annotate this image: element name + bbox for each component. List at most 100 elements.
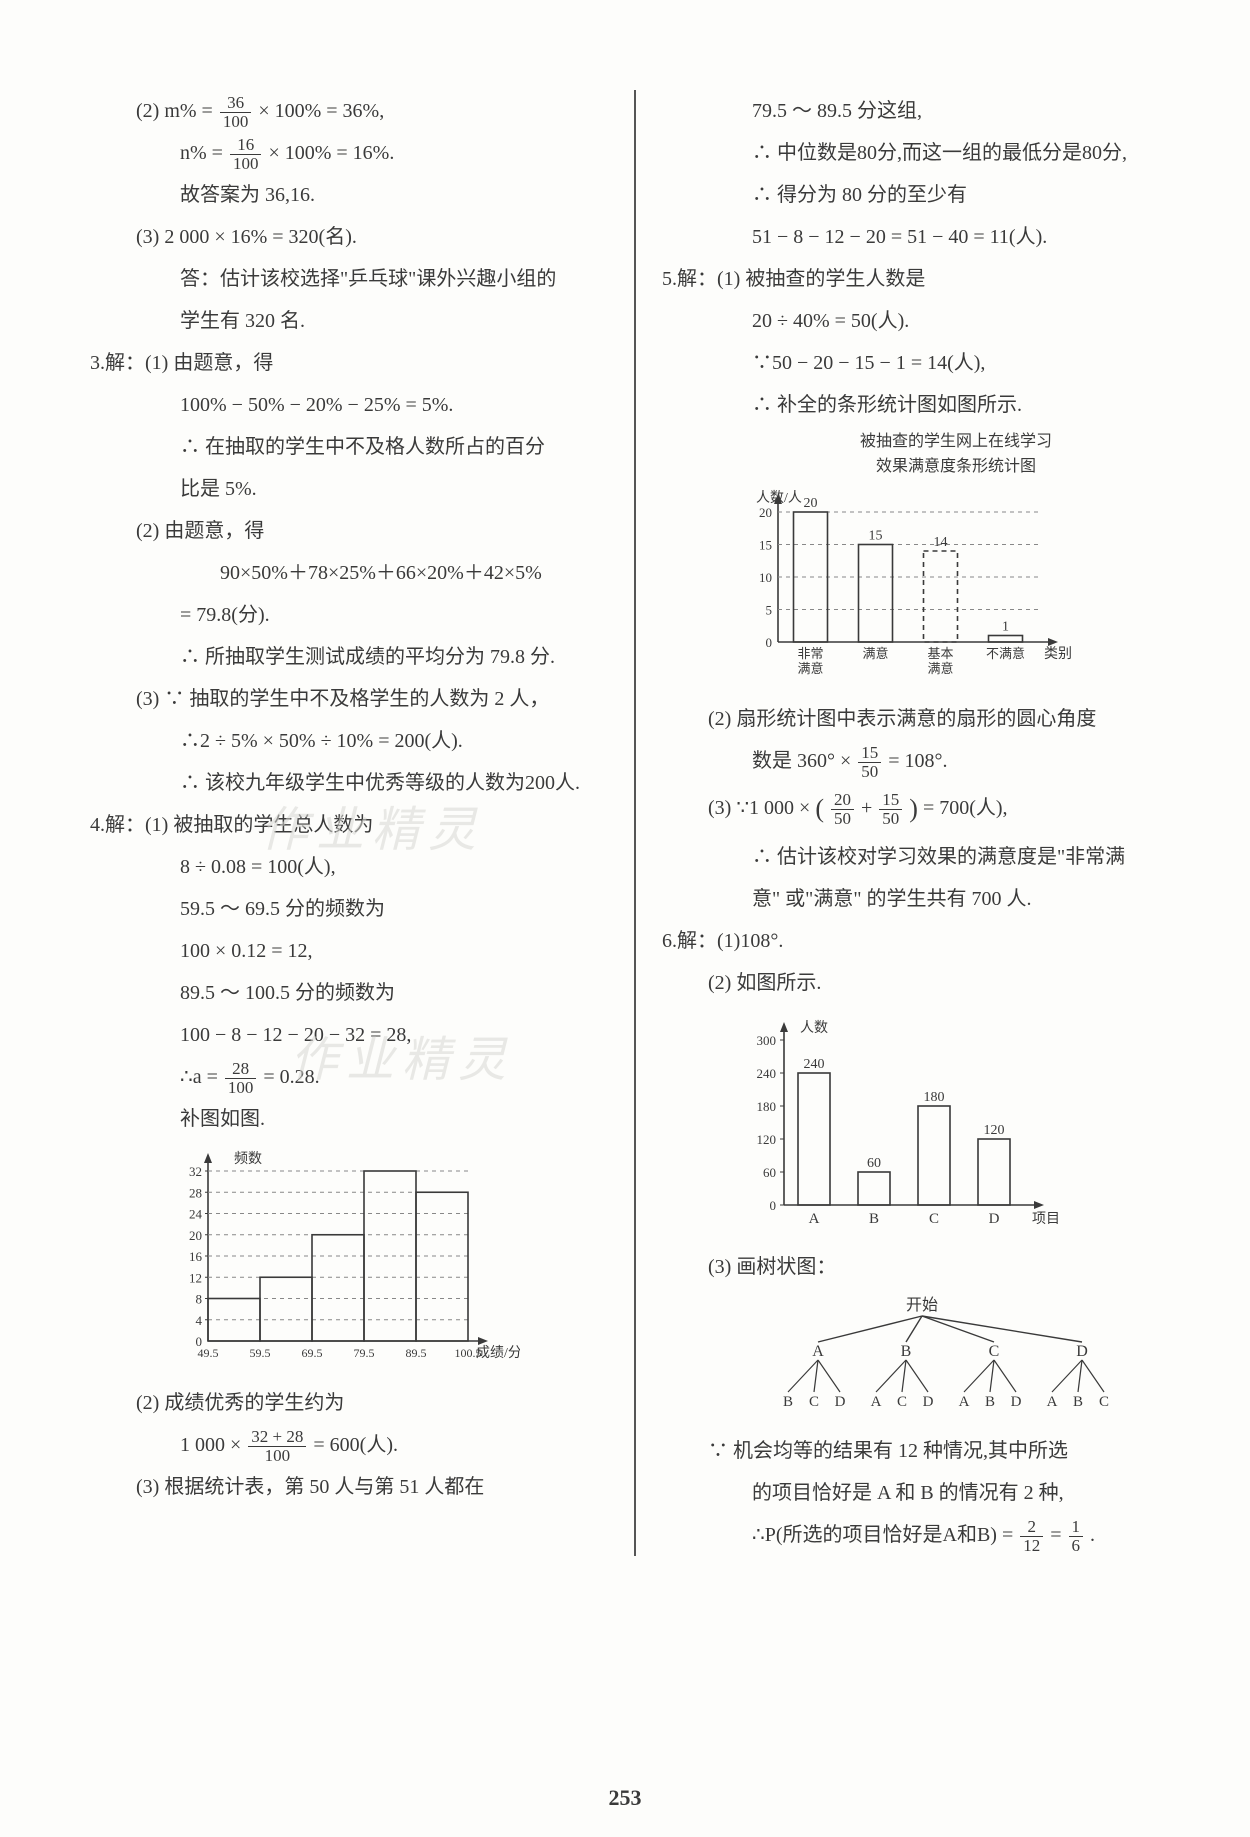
line: 故答案为 36,16. <box>90 174 608 216</box>
line: 79.5 ～ 89.5 分这组, <box>662 90 1180 132</box>
left-column: (2) m% = 36100 × 100% = 36%, n% = 16100 … <box>90 90 630 1556</box>
svg-text:A: A <box>1047 1394 1058 1410</box>
svg-text:32: 32 <box>189 1164 202 1179</box>
line: 意" 或"满意" 的学生共有 700 人. <box>662 878 1180 920</box>
svg-text:180: 180 <box>924 1090 945 1105</box>
line: ∴a = 28100 = 0.28. <box>90 1056 608 1098</box>
line: 比是 5%. <box>90 468 608 510</box>
line: ∴ 中位数是80分,而这一组的最低分是80分, <box>662 132 1180 174</box>
svg-text:15: 15 <box>869 528 883 543</box>
line: (3) ∵ 抽取的学生中不及格学生的人数为 2 人， <box>90 678 608 720</box>
line: (2) 由题意，得 <box>90 510 608 552</box>
svg-text:20: 20 <box>804 496 818 511</box>
question-3: 3.解：(1) 由题意，得 <box>90 342 608 384</box>
svg-text:A: A <box>809 1211 820 1227</box>
svg-text:5: 5 <box>766 602 773 617</box>
svg-text:B: B <box>1073 1394 1083 1410</box>
svg-text:D: D <box>923 1394 934 1410</box>
line: (3) 画树状图： <box>662 1246 1180 1288</box>
svg-text:24: 24 <box>189 1207 203 1222</box>
histogram-chart: 4812162024283249.559.569.579.589.5100.5频… <box>160 1146 608 1376</box>
line: ∵50 − 20 − 15 − 1 = 14(人), <box>662 342 1180 384</box>
line: 答：估计该校选择"乒乓球"课外兴趣小组的 <box>90 258 608 300</box>
svg-text:非常: 非常 <box>797 646 823 661</box>
bar-chart-2: 060120180240300240A60B180C120D人数项目 <box>732 1010 1180 1240</box>
svg-text:B: B <box>869 1211 879 1227</box>
line: 学生有 320 名. <box>90 300 608 342</box>
svg-text:20: 20 <box>189 1228 202 1243</box>
svg-text:人数: 人数 <box>800 1020 828 1036</box>
question-6: 6.解：(1)108°. <box>662 920 1180 962</box>
svg-text:C: C <box>989 1343 1000 1360</box>
line: ∴ 在抽取的学生中不及格人数所占的百分 <box>90 426 608 468</box>
line: ∴ 所抽取学生测试成绩的平均分为 79.8 分. <box>90 636 608 678</box>
svg-text:B: B <box>985 1394 995 1410</box>
line: 51 − 8 − 12 − 20 = 51 − 40 = 11(人). <box>662 216 1180 258</box>
svg-text:120: 120 <box>984 1123 1005 1138</box>
line: n% = 16100 × 100% = 16%. <box>90 132 608 174</box>
page-number: 253 <box>0 1785 1250 1811</box>
svg-text:类别: 类别 <box>1044 646 1072 662</box>
line: ∴ 补全的条形统计图如图所示. <box>662 384 1180 426</box>
page-container: (2) m% = 36100 × 100% = 36%, n% = 16100 … <box>0 0 1250 1596</box>
line: ∴P(所选的项目恰好是A和B) = 212 = 16 . <box>662 1514 1180 1556</box>
question-4: 4.解：(1) 被抽取的学生总人数为 <box>90 804 608 846</box>
svg-text:16: 16 <box>189 1249 203 1264</box>
line: 数是 360° × 1550 = 108°. <box>662 740 1180 782</box>
svg-text:频数: 频数 <box>234 1151 262 1167</box>
svg-text:8: 8 <box>196 1292 203 1307</box>
svg-text:满意: 满意 <box>927 661 953 676</box>
svg-text:D: D <box>1011 1394 1022 1410</box>
svg-text:10: 10 <box>759 570 772 585</box>
svg-text:59.5: 59.5 <box>250 1346 271 1360</box>
svg-text:60: 60 <box>763 1165 776 1180</box>
line: ∴ 得分为 80 分的至少有 <box>662 174 1180 216</box>
svg-text:15: 15 <box>759 537 772 552</box>
bar-chart-1: 被抽查的学生网上在线学习 效果满意度条形统计图 0510152020非常满意15… <box>732 432 1180 692</box>
svg-text:4: 4 <box>196 1313 203 1328</box>
svg-text:开始: 开始 <box>906 1296 938 1314</box>
svg-text:28: 28 <box>189 1185 202 1200</box>
line: (2) m% = 36100 × 100% = 36%, <box>90 90 608 132</box>
svg-text:基本: 基本 <box>927 646 953 661</box>
svg-text:240: 240 <box>757 1066 777 1081</box>
line: 100 − 8 − 12 − 20 − 32 = 28, <box>90 1014 608 1056</box>
svg-text:项目: 项目 <box>1032 1212 1060 1227</box>
line: ∴ 该校九年级学生中优秀等级的人数为200人. <box>90 762 608 804</box>
line: 89.5 ～ 100.5 分的频数为 <box>90 972 608 1014</box>
svg-text:D: D <box>989 1211 1000 1227</box>
svg-text:A: A <box>871 1394 882 1410</box>
svg-text:B: B <box>901 1343 912 1360</box>
column-divider <box>634 90 636 1556</box>
svg-text:14: 14 <box>934 535 948 550</box>
line: 100 × 0.12 = 12, <box>90 930 608 972</box>
svg-text:A: A <box>959 1394 970 1410</box>
svg-text:120: 120 <box>757 1132 777 1147</box>
svg-text:A: A <box>812 1343 824 1360</box>
line: 20 ÷ 40% = 50(人). <box>662 300 1180 342</box>
svg-text:人数/人: 人数/人 <box>756 490 802 506</box>
svg-text:1: 1 <box>1002 619 1009 634</box>
svg-text:满意: 满意 <box>862 646 888 661</box>
line: ∵ 机会均等的结果有 12 种情况,其中所选 <box>662 1430 1180 1472</box>
svg-text:C: C <box>897 1394 907 1410</box>
svg-text:60: 60 <box>867 1156 881 1171</box>
line: 1 000 × 32 + 28100 = 600(人). <box>90 1424 608 1466</box>
svg-text:0: 0 <box>196 1334 203 1349</box>
svg-text:300: 300 <box>757 1033 777 1048</box>
svg-text:0: 0 <box>766 635 773 650</box>
svg-text:C: C <box>809 1394 819 1410</box>
chart-title-line: 被抽查的学生网上在线学习 <box>732 432 1180 453</box>
line: (3) ∵1 000 × ( 2050 + 1550 ) = 700(人), <box>662 782 1180 837</box>
svg-text:C: C <box>1099 1394 1109 1410</box>
svg-text:D: D <box>1076 1343 1088 1360</box>
svg-text:79.5: 79.5 <box>354 1346 375 1360</box>
line: 90×50%＋78×25%＋66×20%＋42×5% <box>90 552 608 594</box>
svg-text:69.5: 69.5 <box>302 1346 323 1360</box>
svg-text:12: 12 <box>189 1270 202 1285</box>
line: (3) 2 000 × 16% = 320(名). <box>90 216 608 258</box>
line: (2) 如图所示. <box>662 962 1180 1004</box>
svg-text:180: 180 <box>757 1099 777 1114</box>
svg-text:20: 20 <box>759 505 772 520</box>
svg-text:B: B <box>783 1394 793 1410</box>
